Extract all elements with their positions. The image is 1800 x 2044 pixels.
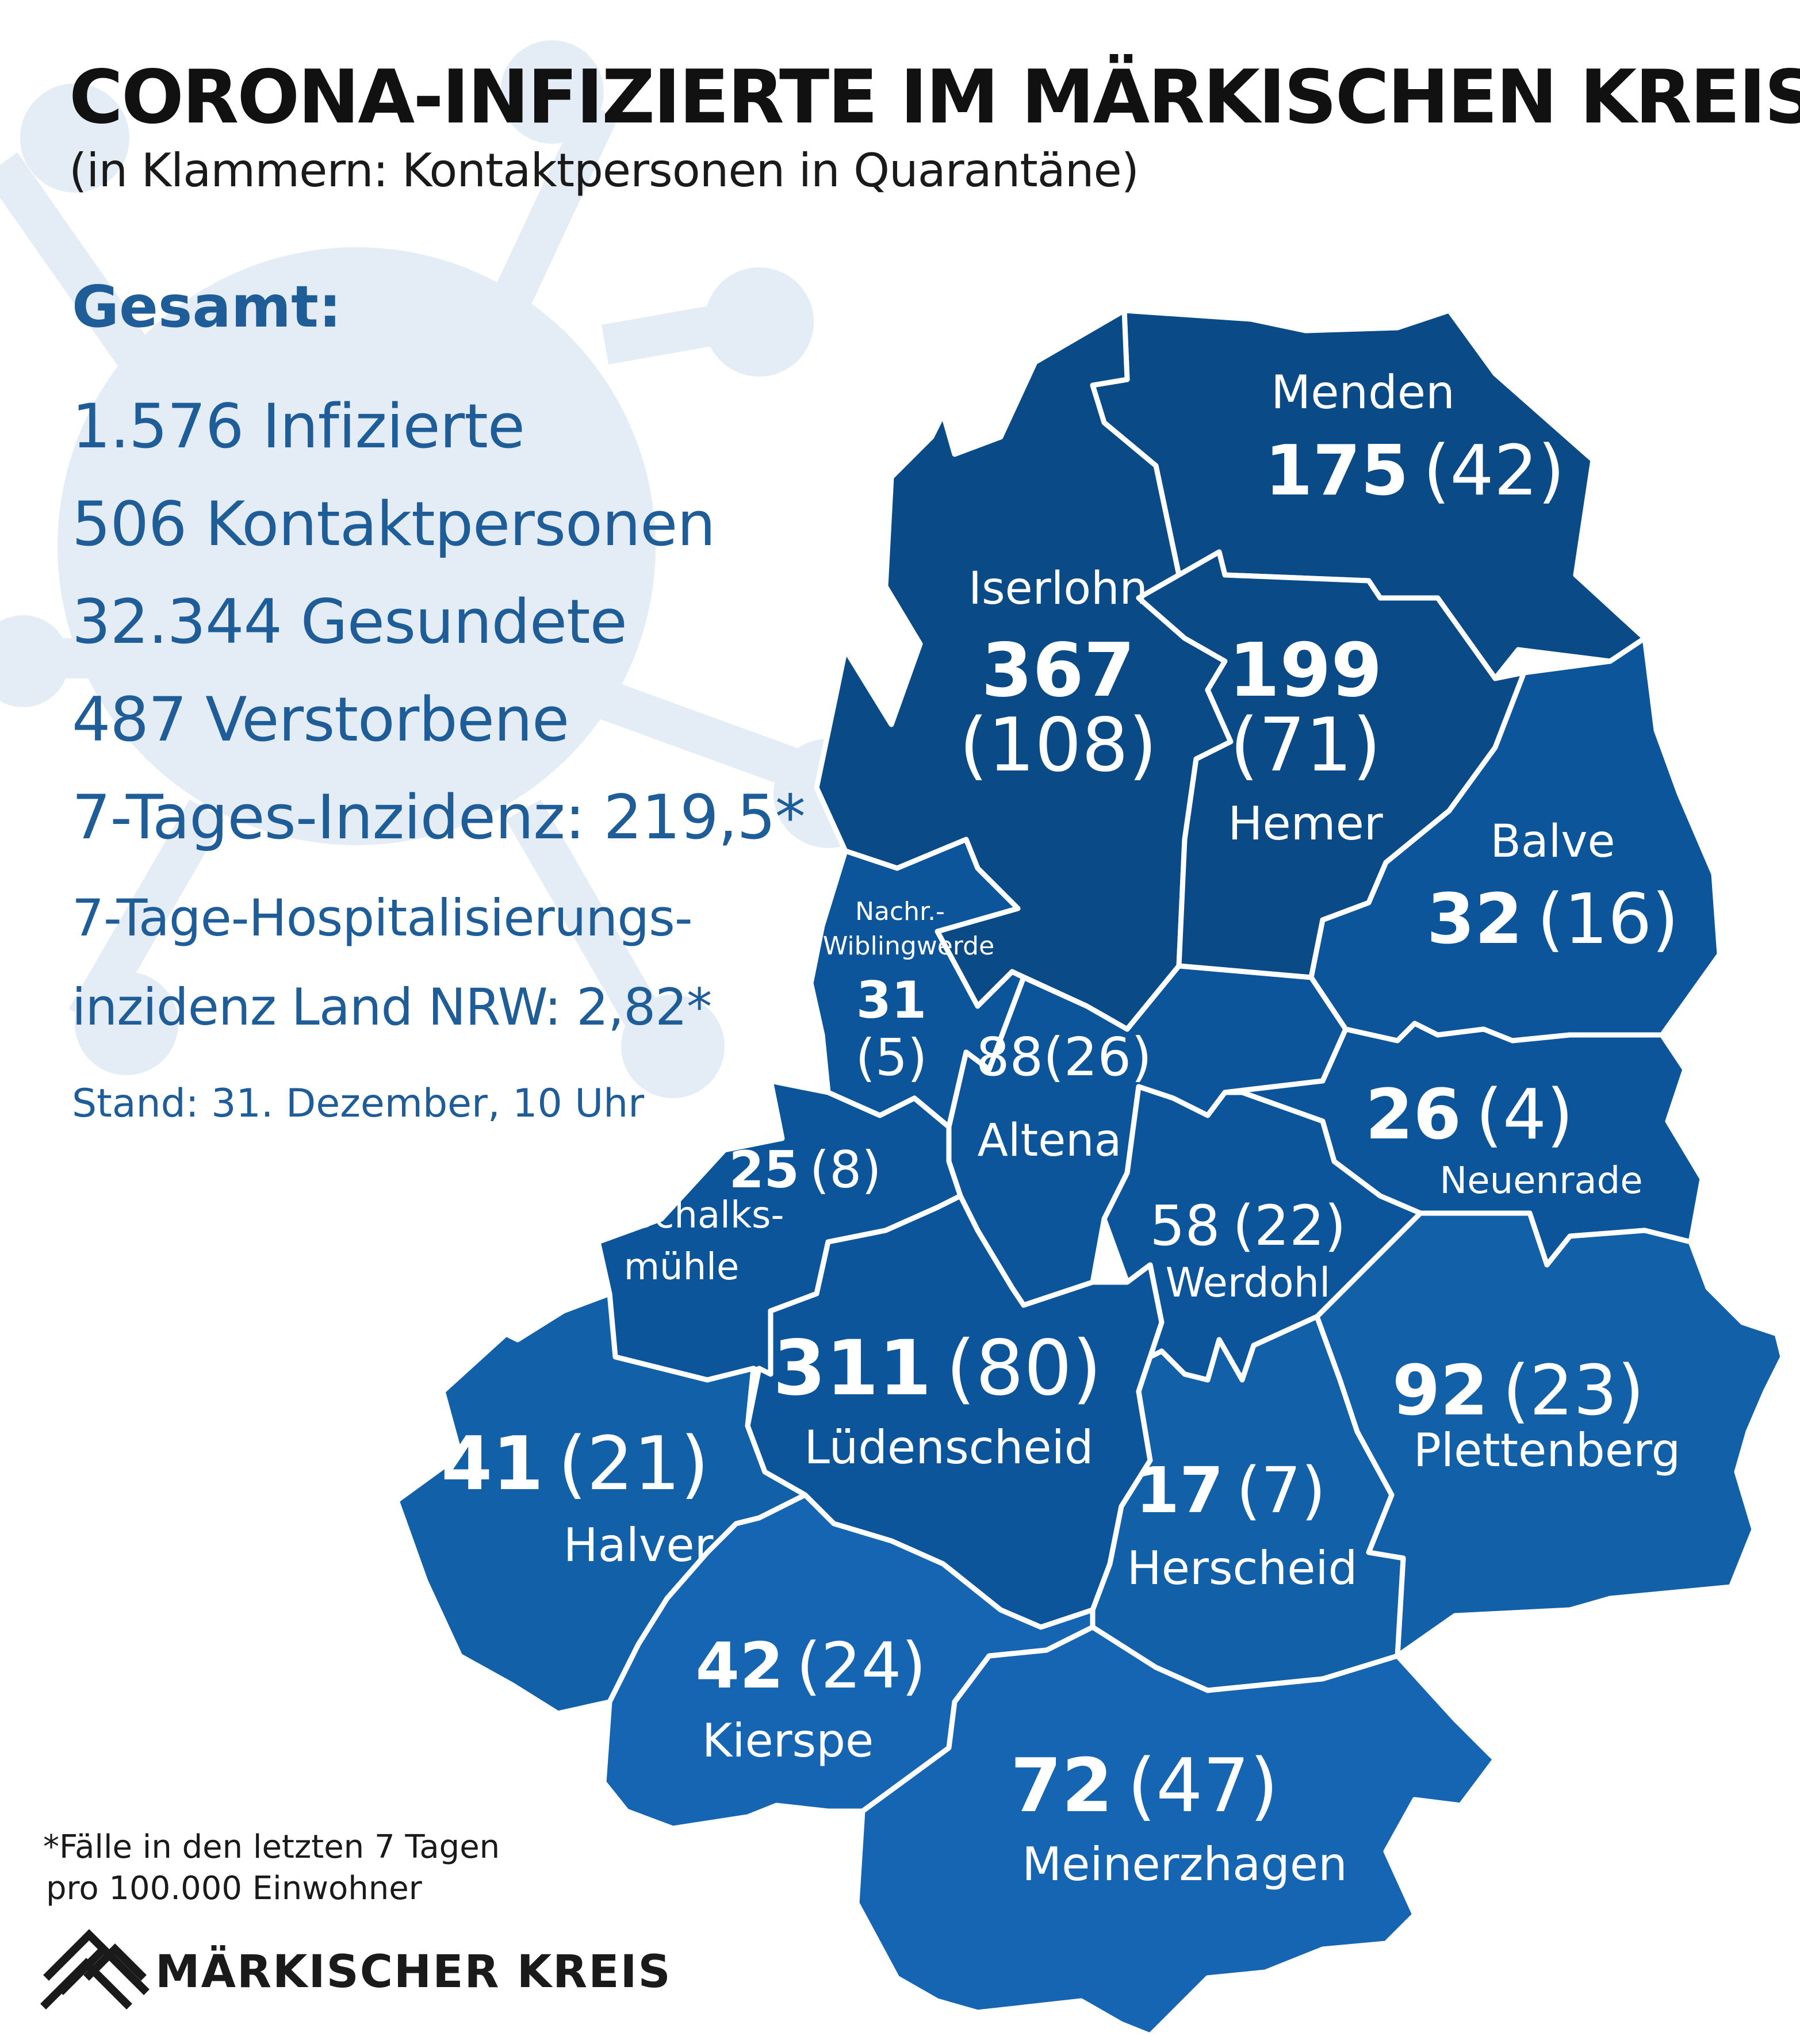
region-name-kierspe: Kierspe: [702, 1714, 874, 1767]
region-name-neuenrade: Neuenrade: [1439, 1160, 1642, 1202]
region-count-werdohl: 58 (22): [1150, 1194, 1346, 1258]
region-count-luedenscheid: 311 (80): [773, 1324, 1102, 1413]
stand-timestamp: Stand: 31. Dezember, 10 Uhr: [72, 1081, 645, 1126]
footnote-line1: *Fälle in den letzten 7 Tagen: [43, 1828, 500, 1866]
region-count-altena: 88(26): [976, 1026, 1152, 1088]
region-kierspe[interactable]: [601, 1492, 1096, 1831]
stat-hospitalization-line1: 7-Tage-Hospitalisierungs-: [72, 888, 693, 948]
region-halver[interactable]: [394, 1291, 808, 1716]
region-name-iserlohn: Iserlohn: [968, 563, 1148, 615]
region-name-altena: Altena: [978, 1115, 1122, 1167]
region-name-halver: Halver: [564, 1518, 714, 1572]
region-name-meinerzhagen: Meinerzhagen: [1022, 1838, 1347, 1891]
region-count-plettenberg: 92 (23): [1392, 1351, 1644, 1431]
region-count-halver: 41 (21): [441, 1421, 709, 1507]
virus-background-icon: [0, 40, 883, 1098]
region-count-meinerzhagen: 72 (47): [1010, 1743, 1278, 1829]
region-name2-nachrodt: Wiblingwerde: [823, 931, 994, 961]
region-contacts-nachrodt: (5): [856, 1028, 928, 1087]
totals-heading: Gesamt:: [72, 273, 342, 340]
region-count-neuenrade: 26 (4): [1365, 1075, 1573, 1155]
chevron-mountains-logo-icon: [40, 1929, 150, 2010]
region-contacts-iserlohn: (108): [959, 703, 1157, 788]
region-meinerzhagen[interactable]: [854, 1624, 1498, 2038]
brand-name: MÄRKISCHER KREIS: [155, 1946, 672, 1998]
stat-deceased: 487 Verstorbene: [72, 684, 569, 755]
region-name-luedenscheid: Lüdenscheid: [804, 1421, 1093, 1474]
page-subtitle: (in Klammern: Kontaktpersonen in Quarant…: [69, 144, 1139, 197]
stat-recovered: 32.344 Gesundete: [72, 586, 627, 657]
region-name2-schalksmuehle: mühle: [624, 1246, 740, 1288]
region-name-herscheid: Herscheid: [1127, 1541, 1358, 1595]
stat-infected: 1.576 Infizierte: [72, 391, 525, 462]
region-count-menden: 175 (42): [1265, 431, 1565, 511]
region-infected-nachrodt: 31: [856, 971, 926, 1030]
region-count-schalksmuehle: 25 (8): [729, 1140, 881, 1199]
region-herscheid[interactable]: [1090, 1314, 1406, 1693]
region-count-balve: 32 (16): [1427, 880, 1679, 960]
footnote-line2: pro 100.000 Einwohner: [46, 1870, 422, 1907]
region-name-plettenberg: Plettenberg: [1414, 1424, 1681, 1477]
page-title: CORONA-INFIZIERTE IM MÄRKISCHEN KREIS: [69, 55, 1800, 140]
region-name-balve: Balve: [1490, 816, 1615, 868]
region-name-nachrodt: Nachr.-: [855, 897, 945, 926]
region-name-hemer: Hemer: [1228, 797, 1383, 850]
region-count-kierspe: 42 (24): [696, 1629, 926, 1702]
region-name-menden: Menden: [1271, 366, 1455, 419]
stat-incidence: 7-Tages-Inzidenz: 219,5*: [72, 782, 806, 853]
region-name-werdohl: Werdohl: [1166, 1259, 1331, 1306]
stat-hospitalization-line2: inzidenz Land NRW: 2,82*: [72, 977, 712, 1037]
stat-contacts: 506 Kontaktpersonen: [72, 489, 715, 559]
region-contacts-hemer: (71): [1230, 703, 1381, 788]
region-count-herscheid: 17 (7): [1136, 1454, 1326, 1527]
region-name-schalksmuehle: Schalks-: [631, 1194, 784, 1237]
region-infected-iserlohn: 367: [981, 628, 1135, 714]
region-infected-hemer: 199: [1228, 628, 1382, 714]
